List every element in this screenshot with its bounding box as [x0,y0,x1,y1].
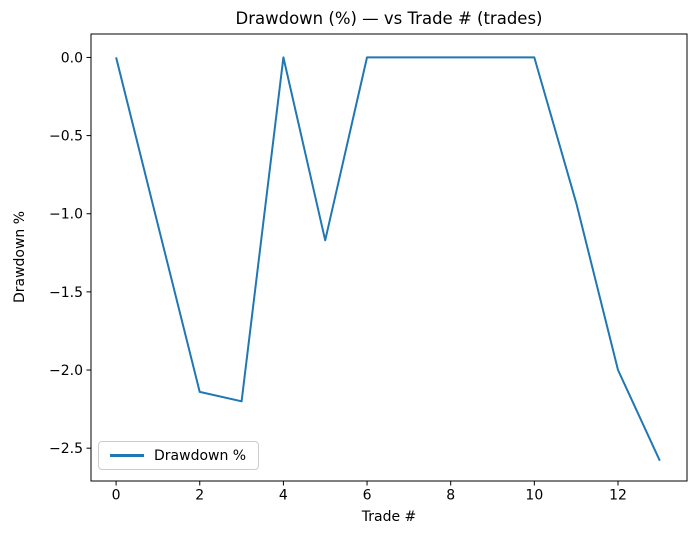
x-tick-label: 8 [446,488,455,504]
drawdown-line [115,56,661,462]
y-tick-label: 0.0 [61,50,83,66]
x-tick-label: 4 [279,488,288,504]
y-tick-label: −1.0 [49,207,83,223]
x-tick-label: 10 [525,488,543,504]
legend: Drawdown % [98,441,260,470]
y-axis-label: Drawdown % [12,210,28,304]
axes-frame [90,33,688,482]
x-tick-label: 0 [112,488,121,504]
x-tick-label: 12 [609,488,627,504]
x-tick-label: 6 [363,488,372,504]
y-tick-label: −1.5 [49,285,83,301]
y-tick-label: −2.0 [49,363,83,379]
chart-title: Drawdown (%) — vs Trade # (trades) [235,9,543,28]
y-tick-label: −0.5 [49,129,83,145]
legend-label: Drawdown % [154,447,247,464]
y-tick-label: −2.5 [49,441,83,457]
legend-line-sample [110,454,144,457]
x-tick-label: 2 [195,488,204,504]
x-axis-label: Trade # [361,509,417,525]
